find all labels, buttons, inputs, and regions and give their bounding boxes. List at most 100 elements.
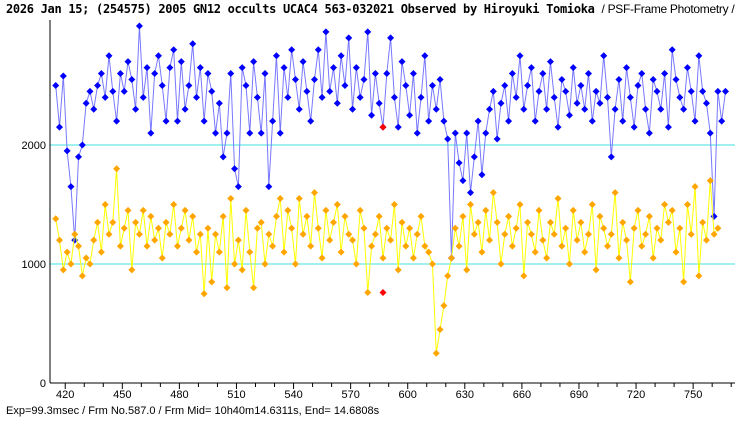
data-point (295, 195, 303, 203)
data-point (600, 224, 608, 232)
data-point (284, 93, 292, 101)
data-point (459, 212, 467, 220)
x-tick-label: 540 (284, 389, 302, 401)
data-point (683, 200, 691, 208)
data-point (630, 224, 638, 232)
data-point (413, 230, 421, 238)
data-point (691, 117, 699, 125)
data-point (227, 70, 235, 78)
data-point (86, 260, 94, 268)
data-point (512, 93, 520, 101)
data-point (558, 242, 566, 250)
x-tick-label: 630 (456, 389, 474, 401)
data-point (702, 236, 710, 244)
data-point (356, 93, 364, 101)
data-point (261, 260, 269, 268)
data-point (219, 212, 227, 220)
data-point (425, 117, 433, 125)
data-point (535, 87, 543, 95)
data-point (124, 206, 132, 214)
data-point (721, 87, 729, 95)
data-point (265, 230, 273, 238)
data-point (470, 153, 478, 161)
data-point (280, 248, 288, 256)
data-point (143, 242, 151, 250)
data-point (398, 58, 406, 66)
data-point (527, 230, 535, 238)
data-point (173, 242, 181, 250)
data-point (657, 105, 665, 113)
data-point (223, 129, 231, 137)
data-point (691, 183, 699, 191)
highlight-point (379, 123, 387, 131)
data-point (539, 236, 547, 244)
data-point (387, 34, 395, 42)
data-point (276, 129, 284, 137)
data-point (527, 64, 535, 72)
data-point (200, 290, 208, 298)
data-point (683, 64, 691, 72)
data-point (596, 99, 604, 107)
data-point (417, 93, 425, 101)
data-point (421, 242, 429, 250)
data-point (516, 200, 524, 208)
data-point (455, 242, 463, 250)
data-point (615, 254, 623, 262)
x-tick-label: 480 (170, 389, 188, 401)
data-point (231, 165, 239, 173)
data-point (406, 111, 414, 119)
data-point (562, 87, 570, 95)
series-target (52, 165, 722, 357)
data-point (710, 212, 718, 220)
data-point (634, 206, 642, 214)
data-point (310, 189, 318, 197)
data-point (604, 242, 612, 250)
data-point (170, 200, 178, 208)
data-point (463, 129, 471, 137)
data-point (611, 105, 619, 113)
data-point (664, 218, 672, 226)
data-point (516, 52, 524, 60)
data-point (326, 236, 334, 244)
x-tick-label: 570 (341, 389, 359, 401)
data-point (147, 212, 155, 220)
data-point (265, 183, 273, 191)
data-point (638, 70, 646, 78)
data-point (181, 206, 189, 214)
data-point (383, 70, 391, 78)
data-point (668, 206, 676, 214)
data-point (212, 230, 220, 238)
data-point (185, 236, 193, 244)
data-point (562, 224, 570, 232)
data-point (402, 242, 410, 250)
data-point (661, 200, 669, 208)
data-point (577, 218, 585, 226)
data-point (280, 64, 288, 72)
data-point (120, 224, 128, 232)
data-point (109, 218, 117, 226)
data-point (467, 200, 475, 208)
data-point (702, 99, 710, 107)
x-tick-label: 600 (399, 389, 417, 401)
data-point (486, 105, 494, 113)
data-point (680, 278, 688, 286)
data-point (619, 218, 627, 226)
data-point (116, 70, 124, 78)
data-point (478, 171, 486, 179)
data-point (86, 87, 94, 95)
data-point (653, 87, 661, 95)
data-point (253, 93, 261, 101)
data-point (649, 76, 657, 84)
x-tick-label: 660 (513, 389, 531, 401)
data-point (250, 58, 258, 66)
data-point (676, 224, 684, 232)
data-point (584, 230, 592, 238)
data-point (71, 230, 79, 238)
data-point (177, 58, 185, 66)
data-point (63, 147, 71, 155)
data-point (573, 236, 581, 244)
y-tick-label: 1000 (22, 259, 46, 271)
data-point (303, 212, 311, 220)
data-point (200, 117, 208, 125)
data-point (512, 224, 520, 232)
